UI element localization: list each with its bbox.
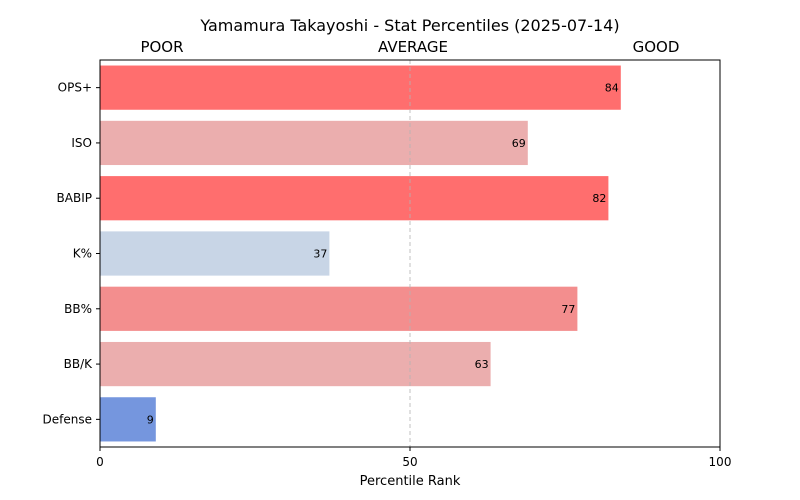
zone-label-poor: POOR (140, 38, 183, 56)
bar-value-babip: 82 (592, 192, 606, 205)
y-tick-label-ops: OPS+ (58, 81, 92, 95)
bar-iso (100, 120, 528, 166)
x-tick-label-100: 100 (709, 455, 732, 469)
x-axis-title: Percentile Rank (360, 474, 461, 489)
bar-value-ops: 84 (605, 82, 619, 95)
zone-label-good: GOOD (633, 38, 680, 56)
y-tick-label-iso: ISO (71, 136, 92, 150)
chart-title: Yamamura Takayoshi - Stat Percentiles (2… (199, 16, 619, 35)
y-tick-label-babip: BABIP (57, 191, 92, 205)
bar-bb (100, 286, 578, 331)
zone-label-average: AVERAGE (378, 38, 448, 56)
bar-ops (100, 65, 621, 110)
bars-layer: 84 69 82 37 77 63 9 (100, 65, 621, 442)
bar-k (100, 231, 330, 276)
bar-bb-k (100, 341, 491, 387)
y-tick-label-bb: BB% (64, 302, 92, 316)
y-tick-label-defense: Defense (43, 412, 92, 426)
x-axis: 0 50 100 (96, 447, 731, 469)
x-tick-label-50: 50 (402, 455, 417, 469)
y-tick-label-bb-k: BB/K (64, 357, 94, 371)
x-tick-label-0: 0 (96, 455, 104, 469)
bar-defense (100, 397, 156, 442)
bar-value-bb-k: 63 (475, 358, 489, 371)
bar-babip (100, 176, 609, 221)
bar-value-defense: 9 (147, 413, 154, 426)
bar-value-bb: 77 (561, 303, 575, 316)
y-tick-label-k: K% (73, 247, 92, 261)
bar-value-iso: 69 (512, 137, 526, 150)
bar-value-k: 37 (313, 248, 327, 261)
y-axis: OPS+ ISO BABIP K% BB% BB/K Defense (43, 81, 100, 426)
